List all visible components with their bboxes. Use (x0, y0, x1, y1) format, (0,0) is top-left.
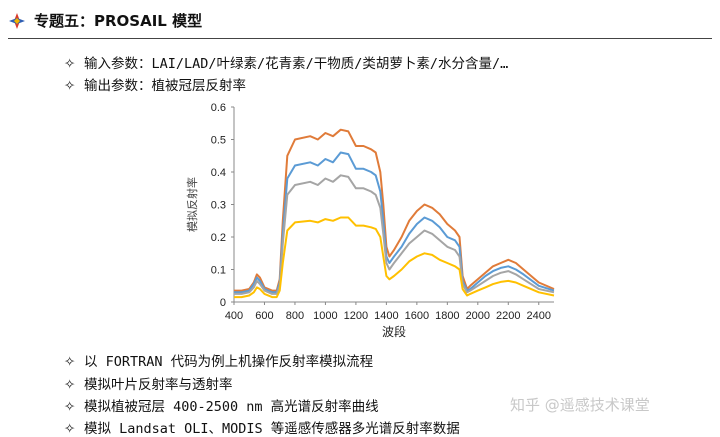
x-tick-label: 1800 (435, 310, 459, 322)
y-tick-label: 0.5 (211, 135, 226, 147)
bullet-text: 输入参数：LAI/LAD/叶绿素/花青素/干物质/类胡萝卜素/水分含量/… (84, 56, 509, 72)
x-tick-label: 1600 (405, 310, 429, 322)
diamond-bullet-icon: ✧ (64, 78, 76, 94)
x-tick-label: 1400 (374, 310, 398, 322)
x-tick-label: 2000 (466, 310, 490, 322)
y-tick-label: 0.3 (211, 200, 226, 212)
page-title: 专题五：PROSAIL 模型 (8, 10, 202, 31)
bullet-text: 模拟叶片反射率与透射率 (84, 377, 233, 393)
series-line-3 (234, 174, 555, 295)
pin-logo-icon (9, 12, 25, 29)
bullet-sensors: ✧ 模拟 Landsat OLI、MODIS 等遥感传感器多光谱反射率数据 (64, 417, 460, 437)
bullet-text: 输出参数：植被冠层反射率 (84, 78, 246, 94)
x-tick-label: 1000 (313, 310, 337, 322)
bullet-input-params: ✧ 输入参数：LAI/LAD/叶绿素/花青素/干物质/类胡萝卜素/水分含量/… (64, 52, 508, 72)
diamond-bullet-icon: ✧ (64, 377, 76, 393)
y-tick-label: 0.6 (211, 102, 226, 114)
bullet-text: 模拟 Landsat OLI、MODIS 等遥感传感器多光谱反射率数据 (84, 421, 460, 437)
y-axis-label: 模拟反射率 (185, 177, 199, 232)
x-axis-label: 波段 (382, 324, 406, 339)
y-tick-label: 0.4 (211, 167, 226, 179)
diamond-bullet-icon: ✧ (64, 354, 76, 370)
diamond-bullet-icon: ✧ (64, 56, 76, 72)
x-tick-label: 2200 (496, 310, 520, 322)
x-tick-label: 600 (255, 310, 273, 322)
diamond-bullet-icon: ✧ (64, 421, 76, 437)
x-tick-label: 800 (286, 310, 304, 322)
bullet-leaf: ✧ 模拟叶片反射率与透射率 (64, 373, 233, 393)
bullet-canopy: ✧ 模拟植被冠层 400-2500 nm 高光谱反射率曲线 (64, 395, 379, 415)
x-tick-label: 2400 (527, 310, 551, 322)
y-tick-label: 0.2 (211, 232, 226, 244)
y-tick-label: 0 (220, 297, 226, 309)
title-divider (8, 38, 712, 39)
diamond-bullet-icon: ✧ (64, 399, 76, 415)
x-tick-label: 1200 (344, 310, 368, 322)
bullet-text: 模拟植被冠层 400-2500 nm 高光谱反射率曲线 (84, 399, 379, 415)
bullet-text: 以 FORTRAN 代码为例上机操作反射率模拟流程 (84, 354, 374, 370)
bullet-fortran: ✧ 以 FORTRAN 代码为例上机操作反射率模拟流程 (64, 350, 373, 370)
x-tick-label: 400 (225, 310, 243, 322)
watermark: 知乎 @遥感技术课堂 (510, 396, 650, 414)
bullet-output-params: ✧ 输出参数：植被冠层反射率 (64, 74, 246, 94)
title-text: 专题五：PROSAIL 模型 (34, 12, 203, 30)
series-line-4 (234, 216, 555, 299)
y-tick-label: 0.1 (211, 265, 226, 277)
